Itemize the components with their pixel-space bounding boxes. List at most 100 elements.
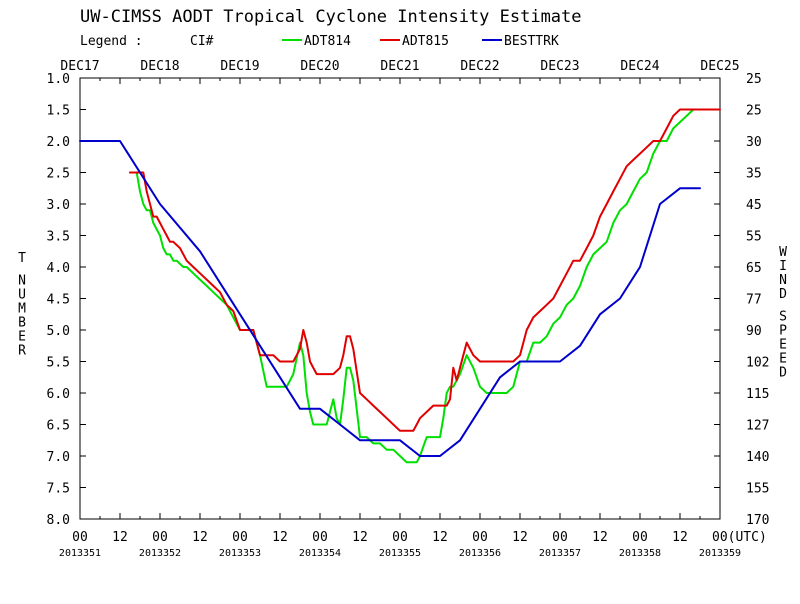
hour-label: 12 (272, 530, 288, 545)
julian-label: 2013357 (539, 548, 581, 559)
hour-label: 12 (432, 530, 448, 545)
top-date-labels: DEC17 DEC18 DEC19 DEC20 DEC21 DEC22 DEC23 DEC24… (60, 59, 739, 74)
left-tick-label: 5.0 (47, 324, 70, 339)
julian-label: 2013352 (139, 548, 181, 559)
top-date-label: DEC19 (220, 59, 259, 74)
hour-labels: 00 12 00 12 00 12 00 12 00 12 00 12 00 12 00 12 00(UTC) (72, 530, 767, 545)
julian-label: 2013353 (219, 548, 261, 559)
axis-title-letter: D (779, 365, 787, 380)
left-tick-label: 7.0 (47, 450, 70, 465)
julian-label: 2013354 (299, 548, 341, 559)
axis-title-letter: M (18, 301, 26, 316)
right-tick-label: 115 (746, 387, 769, 402)
series-layer (79, 108, 721, 464)
chart-title: UW-CIMSS AODT Tropical Cyclone Intensity… (80, 7, 582, 27)
left-tick-label: 4.5 (47, 293, 70, 308)
top-date-label: DEC22 (460, 59, 499, 74)
right-tick-label: 90 (746, 324, 762, 339)
right-tick-label: 25 (746, 104, 762, 119)
top-date-label: DEC25 (700, 59, 739, 74)
legend-label-besttrk: BESTTRK (504, 34, 559, 49)
hour-label: 12 (592, 530, 608, 545)
left-tick-label: 5.5 (47, 356, 70, 371)
left-tick-label: 1.5 (47, 104, 70, 119)
left-tick-label: 2.0 (47, 135, 70, 150)
top-date-label: DEC18 (140, 59, 179, 74)
right-tick-label: 140 (746, 450, 769, 465)
left-tick-label: 6.5 (47, 419, 70, 434)
axis-title-letter: D (779, 287, 787, 302)
top-date-label: DEC23 (540, 59, 579, 74)
left-tick-label: 1.0 (47, 72, 70, 87)
right-tick-label: 170 (746, 513, 769, 528)
left-tick-label: 3.5 (47, 230, 70, 245)
right-tick-label: 45 (746, 198, 762, 213)
hour-label: 12 (352, 530, 368, 545)
julian-label: 2013351 (59, 548, 101, 559)
hour-label: 12 (512, 530, 528, 545)
axis-title-letter: S (779, 309, 787, 324)
bottom-ticks (79, 513, 721, 519)
axis-title-letter: N (779, 273, 787, 288)
julian-label: 2013355 (379, 548, 421, 559)
hour-label: 00 (152, 530, 168, 545)
axis-title-letter: E (18, 329, 26, 344)
axis-title-letter: B (18, 315, 26, 330)
right-tick-label: 30 (746, 135, 762, 150)
axis-title-letter: R (18, 343, 26, 358)
axis-title-letter: E (779, 337, 787, 352)
hour-label: 12 (672, 530, 688, 545)
series-line-adt814 (129, 108, 711, 464)
axis-title-letter: T (18, 251, 26, 266)
julian-labels: 2013351 2013352 2013353 2013354 2013355 20133… (59, 548, 741, 559)
hour-label: 00(UTC) (712, 530, 767, 545)
left-tick-label: 8.0 (47, 513, 70, 528)
julian-label: 2013359 (699, 548, 741, 559)
right-tick-label: 155 (746, 482, 769, 497)
axis-title-letter: E (779, 351, 787, 366)
right-tick-label: 127 (746, 419, 769, 434)
series-line-adt815 (129, 108, 721, 432)
legend-label-adt815: ADT815 (402, 34, 449, 49)
right-ticks: 25 25 30 35 45 55 65 77 90 102 115 127 140 155 170 (714, 72, 769, 528)
axis-title-letter: I (779, 259, 787, 274)
top-date-label: DEC17 (60, 59, 99, 74)
top-date-label: DEC21 (380, 59, 419, 74)
julian-label: 2013358 (619, 548, 661, 559)
hour-label: 12 (192, 530, 208, 545)
left-tick-label: 2.5 (47, 167, 70, 182)
legend-prefix: Legend : (80, 34, 143, 49)
right-tick-label: 77 (746, 293, 762, 308)
axis-title-letter: N (18, 273, 26, 288)
top-date-label: DEC24 (620, 59, 659, 74)
hour-label: 00 (552, 530, 568, 545)
hour-label: 00 (312, 530, 328, 545)
right-tick-label: 55 (746, 230, 762, 245)
series-line-besttrk (79, 140, 701, 457)
axis-title-letter: U (18, 287, 26, 302)
right-tick-label: 35 (746, 167, 762, 182)
hour-label: 00 (632, 530, 648, 545)
hour-label: 12 (112, 530, 128, 545)
legend-metric: CI# (190, 34, 214, 49)
axis-title-letter: P (779, 323, 787, 338)
julian-label: 2013356 (459, 548, 501, 559)
left-tick-label: 7.5 (47, 482, 70, 497)
hour-label: 00 (72, 530, 88, 545)
left-ticks: 1.0 1.5 2.0 2.5 3.0 3.5 4.0 4.5 5.0 5.5 6.0 6.5 7.0 7… (47, 72, 86, 528)
right-tick-label: 25 (746, 72, 762, 87)
hour-label: 00 (472, 530, 488, 545)
left-tick-label: 4.0 (47, 261, 70, 276)
left-tick-label: 3.0 (47, 198, 70, 213)
top-date-label: DEC20 (300, 59, 339, 74)
top-ticks (79, 78, 721, 84)
hour-label: 00 (392, 530, 408, 545)
left-tick-label: 6.0 (47, 387, 70, 402)
right-tick-label: 102 (746, 356, 769, 371)
axis-title-letter: W (779, 245, 787, 260)
legend-label-adt814: ADT814 (304, 34, 351, 49)
